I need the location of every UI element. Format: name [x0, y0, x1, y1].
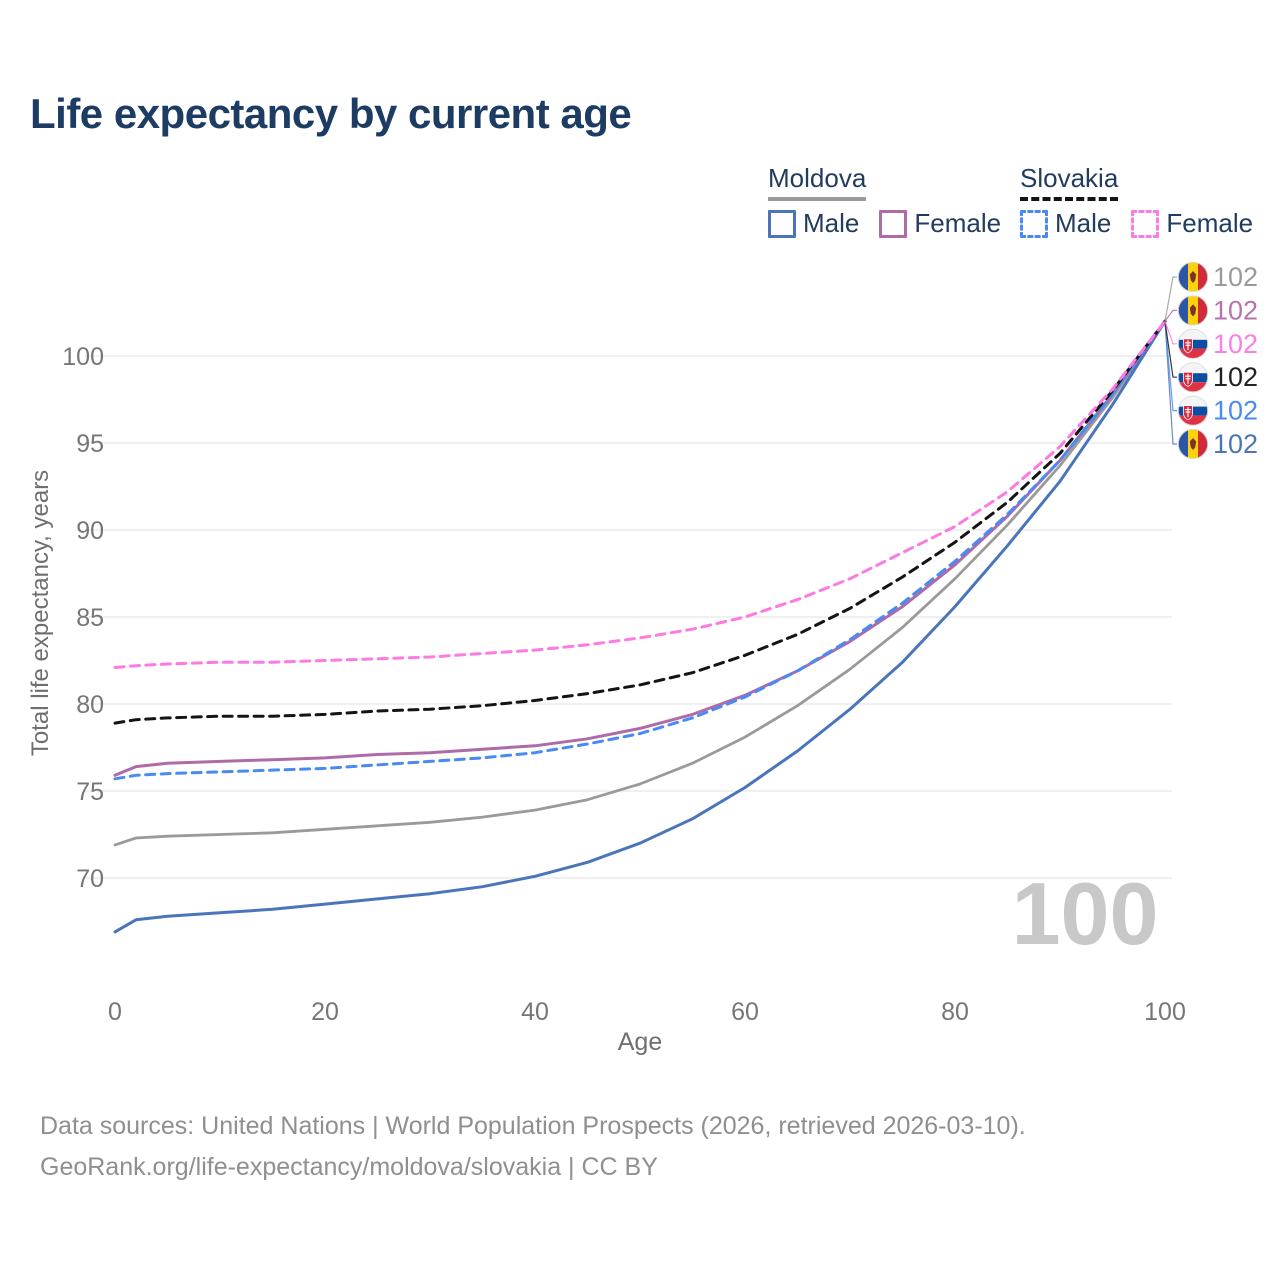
- flag-slovakia-icon: [1177, 362, 1209, 393]
- end-value-label-moldova-female: 102: [1213, 295, 1258, 325]
- line-moldova-both[interactable]: [113, 319, 1167, 847]
- legend-item-label: Male: [1055, 208, 1112, 238]
- data-sources-line: Data sources: United Nations | World Pop…: [40, 1112, 1026, 1140]
- legend-swatch-icon: [1020, 209, 1048, 238]
- flag-moldova-icon: [1177, 428, 1209, 460]
- legend-country-moldova[interactable]: Moldova: [768, 163, 867, 201]
- svg-text:100: 100: [62, 343, 104, 371]
- hover-age-indicator: 100: [1012, 864, 1159, 963]
- line-slovakia-male[interactable]: [113, 319, 1167, 781]
- page-title: Life expectancy by current age: [30, 90, 632, 137]
- gridlines: [85, 355, 1172, 879]
- legend-swatch-icon: [879, 209, 908, 238]
- end-value-label-slovakia-male: 102: [1213, 396, 1258, 426]
- line-slovakia-both[interactable]: [113, 319, 1167, 725]
- end-value-label-slovakia-both: 102: [1213, 362, 1258, 392]
- legend-item-moldova-female[interactable]: Female: [879, 208, 1001, 239]
- leader-line-slovakia-both: [1164, 321, 1177, 378]
- leader-line-slovakia-female: [1164, 320, 1177, 345]
- svg-text:85: 85: [76, 604, 104, 632]
- y-axis-title: Total life expectancy, years: [27, 470, 54, 756]
- line-moldova-male[interactable]: [113, 319, 1167, 934]
- flag-slovakia-icon: [1177, 328, 1209, 359]
- svg-text:90: 90: [76, 517, 104, 545]
- legend-item-slovakia-male[interactable]: Male: [1020, 208, 1111, 239]
- x-axis-title: Age: [618, 1028, 662, 1056]
- line-moldova-female[interactable]: [113, 319, 1167, 777]
- svg-text:60: 60: [731, 998, 759, 1026]
- legend-country-line-swatch: [1020, 197, 1119, 201]
- legend-swatch-icon: [768, 209, 796, 238]
- svg-text:70: 70: [76, 865, 104, 893]
- legend-item-label: Male: [803, 208, 860, 238]
- legend-country-label: Slovakia: [1020, 163, 1119, 193]
- svg-text:75: 75: [76, 778, 104, 806]
- legend-item-moldova-male[interactable]: Male: [768, 208, 859, 239]
- legend-item-label: Female: [914, 208, 1002, 238]
- legend-country-label: Moldova: [768, 163, 867, 193]
- svg-text:20: 20: [311, 998, 339, 1026]
- legend-group-moldova: Moldova Male Female: [768, 163, 1001, 239]
- end-value-label-slovakia-female: 102: [1213, 329, 1258, 359]
- leader-line-moldova-male: [1164, 321, 1177, 445]
- leader-line-slovakia-male: [1164, 321, 1177, 412]
- x-axis-labels: 0 20 40 60 80 100: [108, 998, 1186, 1026]
- legend-item-label: Female: [1166, 208, 1254, 238]
- end-value-label-moldova-both: 102: [1213, 262, 1258, 292]
- leader-line-moldova-female: [1164, 309, 1177, 322]
- legend-country-line-swatch: [768, 197, 867, 201]
- legend-item-slovakia-female[interactable]: Female: [1131, 208, 1253, 239]
- legend-country-slovakia[interactable]: Slovakia: [1020, 163, 1119, 201]
- line-slovakia-female[interactable]: [113, 319, 1167, 669]
- legend-group-slovakia: Slovakia Male Female: [1020, 163, 1253, 239]
- chart-footer: Data sources: United Nations | World Pop…: [40, 1106, 1026, 1188]
- attribution-line: GeoRank.org/life-expectancy/moldova/slov…: [40, 1153, 658, 1181]
- end-value-label-moldova-male: 102: [1213, 429, 1258, 459]
- svg-text:80: 80: [76, 691, 104, 719]
- y-axis-labels: 70 75 80 85 90 95 100: [62, 343, 104, 893]
- flag-moldova-icon: [1177, 295, 1209, 326]
- flag-moldova-icon: [1177, 261, 1209, 293]
- legend-swatch-icon: [1131, 209, 1160, 238]
- svg-text:80: 80: [941, 998, 969, 1026]
- leader-line-moldova-both: [1164, 276, 1177, 322]
- svg-text:40: 40: [521, 998, 549, 1026]
- svg-text:95: 95: [76, 430, 104, 458]
- svg-text:0: 0: [108, 998, 122, 1026]
- svg-text:100: 100: [1144, 998, 1186, 1026]
- flag-slovakia-icon: [1177, 395, 1209, 426]
